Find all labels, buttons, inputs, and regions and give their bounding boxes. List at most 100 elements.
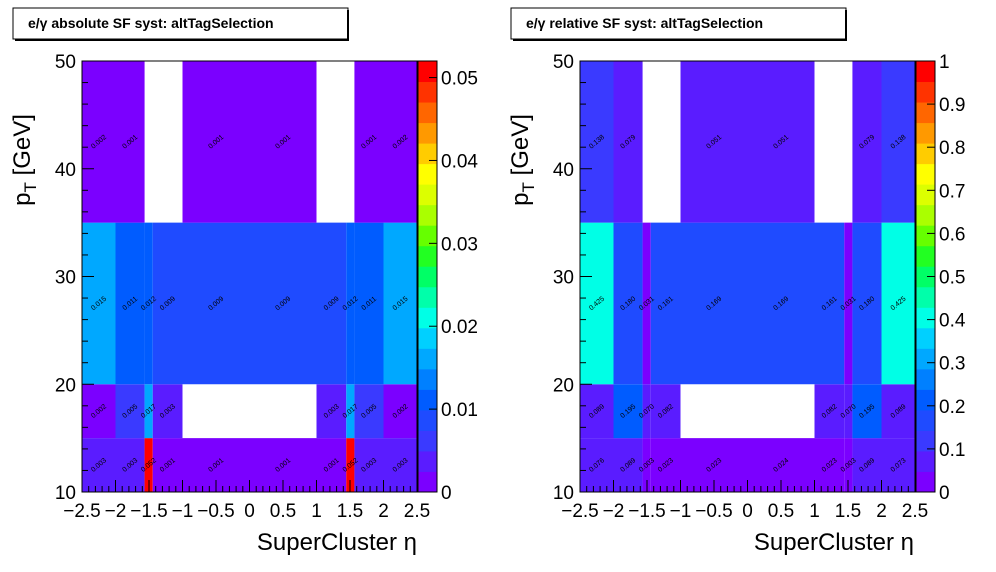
heatmap-cell (844, 384, 853, 439)
x-tick-label: 2.5 (404, 501, 430, 522)
heatmap-cell (249, 222, 317, 385)
color-scale-band (916, 102, 935, 124)
x-tick-label: 0.5 (768, 501, 794, 522)
heatmap-cell (580, 61, 614, 223)
color-scale-band (418, 122, 437, 144)
z-tick-label: 0.5 (939, 268, 965, 289)
heatmap-cell (680, 222, 748, 385)
heatmap-cell (642, 438, 651, 492)
x-tick-label: −2 (105, 501, 127, 522)
heatmap-cells (580, 61, 915, 492)
z-tick-label: 0.1 (939, 440, 965, 461)
color-scale-band (418, 102, 437, 124)
color-scale-band (418, 81, 437, 103)
heatmap-cell (852, 438, 882, 492)
z-tick-label: 0.03 (441, 234, 478, 255)
heatmap-cell (152, 222, 183, 385)
heatmap-cell (115, 61, 145, 223)
heatmap-cell (346, 222, 355, 385)
color-scale-band (418, 409, 437, 431)
color-scale-band (916, 307, 935, 329)
color-scale-band (916, 204, 935, 226)
heatmap-cell (82, 222, 116, 385)
heatmap-cell (650, 438, 681, 492)
heatmap-cell (844, 438, 853, 492)
color-scale-band (418, 389, 437, 411)
heatmap-cell (814, 438, 845, 492)
color-scale-band (916, 163, 935, 185)
color-scale-band (916, 368, 935, 390)
y-tick-label: 10 (55, 483, 76, 504)
z-tick-label: 0.9 (939, 95, 965, 116)
heatmap-cell (354, 438, 384, 492)
color-scale-band (916, 245, 935, 267)
y-tick-label: 10 (553, 483, 574, 504)
heatmap-cell (881, 61, 915, 223)
heatmap-cell (881, 438, 915, 492)
heatmap-cell (852, 61, 882, 223)
color-scale-band (418, 266, 437, 288)
heatmap-cell (881, 384, 915, 439)
y-tick-label: 30 (55, 268, 76, 289)
heatmap-cell (613, 384, 643, 439)
y-tick-label: 50 (55, 52, 76, 73)
heatmap-cell (346, 384, 355, 439)
color-scale-band (418, 163, 437, 185)
heatmap-cell (115, 438, 145, 492)
z-tick-label: 0 (441, 483, 452, 504)
heatmap-cell (152, 384, 183, 439)
x-tick-label: 0.5 (270, 501, 296, 522)
heatmap-cell (580, 222, 614, 385)
heatmap-cell (115, 384, 145, 439)
color-scale-band (916, 61, 935, 83)
z-tick-label: 0.7 (939, 181, 965, 202)
x-tick-label: 0 (742, 501, 753, 522)
y-tick-label: 20 (553, 375, 574, 396)
heatmap-cell (144, 438, 153, 492)
x-tick-label: 0 (244, 501, 255, 522)
heatmap-cell (852, 222, 882, 385)
x-tick-label: −2 (603, 501, 625, 522)
heatmap-cell (613, 222, 643, 385)
heatmap-cell (747, 61, 815, 223)
x-tick-label: −1 (670, 501, 692, 522)
x-tick-label: −2.5 (561, 501, 599, 522)
z-tick-label: 0.4 (939, 311, 966, 332)
y-axis-label: pT [GeV] (9, 114, 40, 206)
color-scale-band (418, 143, 437, 165)
heatmap-cell (316, 438, 347, 492)
heatmap-cell (346, 438, 355, 492)
heatmap-cell (182, 222, 250, 385)
heatmap-cell (152, 438, 183, 492)
heatmap-cell (881, 222, 915, 385)
y-axis-label: pT [GeV] (507, 114, 538, 206)
color-scale-band (916, 266, 935, 288)
color-scale-band (418, 348, 437, 370)
heatmap-cell (383, 61, 417, 223)
color-scale: 0 0.01 0.02 0.03 0.04 0.05 (417, 60, 478, 504)
heatmap-cell (354, 61, 384, 223)
color-scale-band (418, 450, 437, 472)
z-tick-label: 0.2 (939, 397, 965, 418)
heatmap-cell (383, 438, 417, 492)
color-scale-band (916, 327, 935, 349)
x-axis-label: SuperCluster η (754, 529, 914, 556)
heatmap-cell (383, 384, 417, 439)
y-tick-label: 50 (553, 52, 574, 73)
color-scale-band (418, 225, 437, 247)
heatmap-cell (82, 438, 116, 492)
x-axis-label: SuperCluster η (257, 529, 417, 556)
heatmap-cell (354, 384, 384, 439)
color-scale-band (418, 307, 437, 329)
heatmap-cell (650, 222, 681, 385)
heatmap-cell (316, 222, 347, 385)
heatmap-cell (316, 384, 347, 439)
color-scale-band (916, 430, 935, 452)
heatmap-cell (580, 384, 614, 439)
x-tick-label: −0.5 (197, 501, 235, 522)
y-tick-label: 40 (55, 160, 76, 181)
heatmap-cell (580, 438, 614, 492)
x-tick-label: 2 (378, 501, 389, 522)
color-scale-band (418, 471, 437, 493)
heatmap-cell (650, 384, 681, 439)
